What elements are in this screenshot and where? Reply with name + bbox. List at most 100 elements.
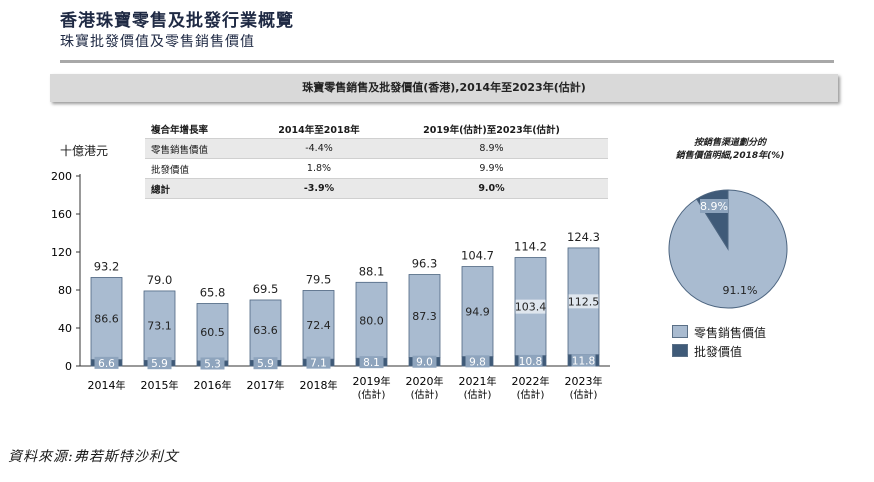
wholesale-label-box [571,354,596,367]
wholesale-label-box [253,357,278,370]
bar-retail [408,274,441,358]
retail-value-label: 80.0 [359,314,384,327]
retail-label-box [568,294,599,309]
pie-title-line-1: 按銷售渠道劃分的 [693,138,766,148]
retail-value-label: 86.6 [94,313,119,326]
cagr-header-period-2: 2019年(估計)至2023年(估計) [375,119,608,139]
retail-value-label: 60.5 [200,326,225,339]
cagr-header-label: 複合年增長率 [145,119,263,139]
x-tick-label: 2017年 [247,379,285,392]
cagr-table: 複合年增長率 2014年至2018年 2019年(估計)至2023年(估計) 零… [145,119,608,199]
y-tick-label: 160 [51,208,72,221]
wholesale-value-label: 8.1 [363,357,380,369]
legend-item-retail: 零售銷售價值 [672,324,766,341]
wholesale-value-label: 9.0 [416,357,433,369]
cagr-value: -4.4% [263,138,375,159]
pie-title-line-2: 銷售價值明細,2018年(%) [675,151,785,161]
x-tick-note: (估計) [517,388,545,401]
x-tick-note: (估計) [411,388,439,401]
y-axis-unit-label: 十億港元 [60,144,109,158]
cagr-header-period-1: 2014年至2018年 [263,119,375,139]
total-value-label: 93.2 [94,259,120,273]
x-tick-label: 2023年 [565,375,603,388]
x-tick-label: 2019年 [353,375,391,388]
x-tick-note: (估計) [464,388,492,401]
retail-value-label: 94.9 [465,306,490,319]
source-note: 資料來源:弗若斯特沙利文 [8,449,179,465]
x-tick-label: 2022年 [512,375,550,388]
bar-retail [196,303,229,362]
x-tick-label: 2020年 [406,375,444,388]
y-tick-label: 200 [51,170,72,183]
legend-swatch-retail [672,325,688,338]
x-tick-label: 2018年 [300,379,338,392]
wholesale-value-label: 10.8 [519,356,542,368]
chart-banner: 珠寶零售銷售及批發價值(香港),2014年至2023年(估計) [50,74,838,102]
retail-value-label: 72.4 [306,319,331,332]
wholesale-value-label: 11.8 [572,355,595,367]
bar-retail [461,266,494,358]
cagr-value: -3.9% [263,178,375,199]
page-subtitle: 珠寶批發價值及零售銷售價值 [60,34,255,50]
retail-label-box [515,299,546,314]
wholesale-label-box [200,357,225,370]
pie-label-wholesale: 8.9% [700,200,728,213]
cagr-value: 8.9% [375,138,608,159]
wholesale-label-box [412,355,437,368]
page-title: 香港珠寶零售及批發行業概覽 [60,11,294,31]
pie-label-retail: 91.1% [723,284,758,297]
retail-value-label: 87.3 [412,310,437,323]
cagr-row-retail: 零售銷售價值 -4.4% 8.9% [145,138,608,159]
y-tick-label: 80 [58,284,72,297]
legend-item-wholesale: 批發價值 [672,343,742,360]
wholesale-value-label: 7.1 [310,358,327,370]
wholesale-label-box [465,355,490,368]
cagr-row-total: 總計 -3.9% 9.0% [145,178,608,199]
wholesale-label-box [306,356,331,369]
x-tick-note: (估計) [358,388,386,401]
bar-retail [355,281,388,359]
legend-swatch-wholesale [672,344,688,357]
total-value-label: 79.0 [147,273,173,287]
retail-value-label: 73.1 [147,320,172,333]
wholesale-value-label: 5.9 [151,358,168,370]
wholesale-value-label: 5.9 [257,358,274,370]
pie-label-box [700,199,728,213]
x-tick-label: 2014年 [88,379,126,392]
total-value-label: 79.5 [306,272,332,286]
title-divider [60,60,834,63]
cagr-row-label: 總計 [145,178,263,199]
wholesale-value-label: 6.6 [98,358,115,370]
x-tick-label: 2021年 [459,375,497,388]
cagr-value: 1.8% [263,158,375,179]
retail-value-label: 103.4 [515,301,547,314]
wholesale-label-box [94,356,119,369]
legend-label: 批發價值 [694,345,743,359]
retail-value-label: 63.6 [253,324,278,337]
cagr-row-wholesale: 批發價值 1.8% 9.9% [145,158,608,179]
pie-title: 按銷售渠道劃分的 銷售價值明細,2018年(%) [640,137,820,163]
total-value-label: 114.2 [514,240,547,254]
bar-retail [249,299,282,361]
wholesale-label-box [359,356,384,369]
wholesale-label-box [147,357,172,370]
y-tick-label: 120 [51,246,72,259]
cagr-header-row: 複合年增長率 2014年至2018年 2019年(估計)至2023年(估計) [145,119,608,139]
total-value-label: 69.5 [253,282,279,296]
x-tick-label: 2016年 [194,379,232,392]
legend-label: 零售銷售價值 [694,326,767,340]
x-tick-note: (估計) [570,388,598,401]
cagr-value: 9.9% [375,158,608,179]
wholesale-value-label: 5.3 [204,358,221,370]
wholesale-label-box [518,354,543,367]
total-value-label: 88.1 [359,264,385,278]
x-tick-label: 2015年 [141,379,179,392]
total-value-label: 65.8 [200,285,226,299]
total-value-label: 124.3 [567,230,600,244]
y-tick-label: 40 [58,322,72,335]
total-value-label: 96.3 [412,257,438,271]
total-value-label: 104.7 [461,249,494,263]
bar-retail [302,290,335,360]
cagr-row-label: 批發價值 [145,158,263,179]
